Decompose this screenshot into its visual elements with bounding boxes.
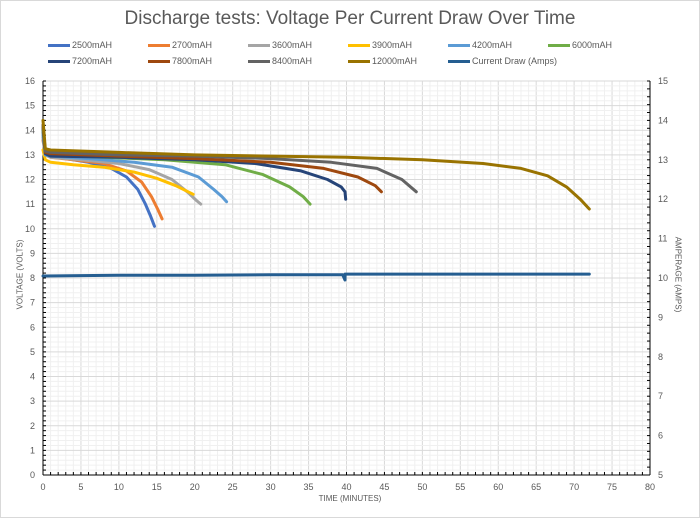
legend-item: 6000mAH [548, 40, 612, 50]
x-tick-label: 65 [531, 482, 541, 492]
x-tick-label: 40 [341, 482, 351, 492]
legend-label: 7200mAH [72, 56, 113, 66]
x-tick-label: 25 [228, 482, 238, 492]
x-tick-label: 30 [266, 482, 276, 492]
x-axis-label: TIME (MINUTES) [318, 494, 382, 503]
chart-title: Discharge tests: Voltage Per Current Dra… [124, 8, 576, 29]
x-tick-label: 70 [569, 482, 579, 492]
legend-label: 7800mAH [172, 56, 213, 66]
y2-tick-label: 13 [658, 155, 668, 165]
legend-item: 7200mAH [48, 56, 112, 66]
legend-swatch [348, 43, 370, 47]
legend-swatch [348, 59, 370, 63]
legend-swatch [448, 59, 470, 63]
x-tick-label: 50 [417, 482, 427, 492]
legend-label: 3600mAH [272, 40, 313, 50]
y2-tick-label: 11 [658, 234, 667, 244]
legend-swatch [548, 43, 570, 47]
x-tick-label: 60 [493, 482, 503, 492]
y2-tick-label: 6 [658, 431, 663, 441]
x-tick-label: 55 [455, 482, 465, 492]
y-tick-label: 5 [30, 347, 35, 357]
legend-item: 8400mAH [248, 56, 312, 66]
legend-swatch [48, 43, 70, 47]
x-tick-label: 35 [304, 482, 314, 492]
legend-swatch [48, 59, 70, 63]
y-tick-label: 7 [30, 298, 35, 308]
legend-item: 12000mAH [348, 56, 417, 66]
legend-label: 2500mAH [72, 40, 113, 50]
y2-tick-label: 15 [658, 76, 668, 86]
y2-tick-label: 5 [658, 470, 663, 480]
y-tick-label: 11 [26, 199, 35, 209]
x-tick-label: 10 [114, 482, 124, 492]
y-tick-label: 10 [25, 224, 35, 234]
legend-label: Current Draw (Amps) [472, 56, 558, 66]
legend-swatch [148, 59, 170, 63]
x-tick-label: 15 [152, 482, 162, 492]
legend-item: 3900mAH [348, 40, 412, 50]
y2-tick-label: 7 [658, 391, 663, 401]
x-tick-label: 20 [190, 482, 200, 492]
x-tick-label: 45 [379, 482, 389, 492]
y-tick-label: 16 [25, 76, 35, 86]
legend-label: 2700mAH [172, 40, 213, 50]
legend-swatch [148, 43, 170, 47]
legend-item: 3600mAH [248, 40, 312, 50]
y2-axis-label: AMPERAGE (AMPS) [673, 236, 683, 313]
legend-label: 12000mAH [372, 56, 418, 66]
legend-swatch [248, 59, 270, 63]
legend-label: 3900mAH [372, 40, 413, 50]
legend-swatch [248, 43, 270, 47]
y-tick-label: 14 [25, 125, 35, 135]
y-tick-label: 6 [30, 322, 35, 332]
y-tick-label: 15 [25, 101, 35, 111]
legend-swatch [448, 43, 470, 47]
legend-item: Current Draw (Amps) [448, 56, 557, 66]
legend-label: 6000mAH [572, 40, 613, 50]
y-tick-label: 3 [30, 396, 35, 406]
legend-item: 2500mAH [48, 40, 112, 50]
y-tick-label: 1 [30, 445, 35, 455]
series-line [41, 123, 418, 194]
legend-item: 2700mAH [148, 40, 212, 50]
y-tick-label: 13 [25, 150, 35, 160]
legend-label: 8400mAH [272, 56, 313, 66]
y-tick-label: 0 [30, 470, 35, 480]
x-tick-label: 5 [78, 482, 83, 492]
series-line [41, 272, 591, 282]
series-line [41, 148, 195, 196]
y-tick-label: 2 [30, 421, 35, 431]
series-line [41, 118, 591, 211]
y-tick-label: 8 [30, 273, 35, 283]
legend-item: 4200mAH [448, 40, 512, 50]
y-tick-label: 4 [30, 372, 35, 382]
y-tick-label: 9 [30, 248, 35, 258]
y-tick-label: 12 [25, 175, 35, 185]
series-line [41, 126, 348, 201]
y2-tick-label: 9 [658, 312, 663, 322]
y-axis-label: VOLTAGE (VOLTS) [15, 239, 25, 310]
x-tick-label: 0 [40, 482, 45, 492]
y2-tick-label: 12 [658, 194, 668, 204]
legend-item: 7800mAH [148, 56, 212, 66]
legend-label: 4200mAH [472, 40, 513, 50]
x-tick-label: 80 [645, 482, 655, 492]
y2-tick-label: 10 [658, 273, 668, 283]
y2-tick-label: 14 [658, 115, 668, 125]
x-tick-label: 75 [607, 482, 617, 492]
y2-tick-label: 8 [658, 352, 663, 362]
